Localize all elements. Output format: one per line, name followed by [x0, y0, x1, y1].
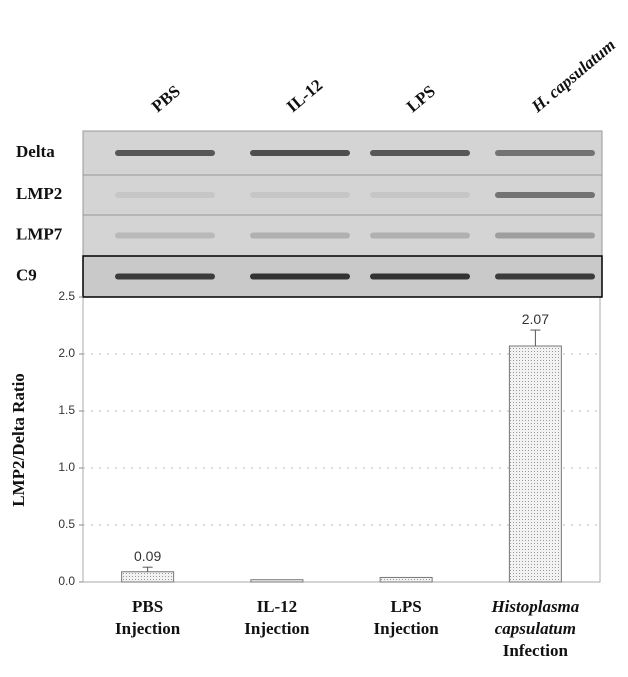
x-tick-label: Injection [115, 619, 181, 638]
x-tick-label: IL-12 [257, 597, 298, 616]
lane-label: H. capsulatum [527, 35, 619, 116]
x-tick-label: capsulatum [495, 619, 576, 638]
bar [121, 571, 175, 583]
blot-band [370, 150, 470, 156]
blot-band [115, 150, 215, 156]
x-tick-label: LPS [391, 597, 422, 616]
y-tick-label: 2.0 [58, 346, 75, 360]
blot-band [115, 273, 215, 280]
bar [508, 345, 562, 583]
x-tick-label: Infection [503, 641, 569, 660]
blot-band [250, 273, 350, 280]
bar [250, 579, 304, 583]
x-tick-label: Injection [244, 619, 310, 638]
blot-band [370, 192, 470, 198]
lane-label: PBS [148, 81, 184, 116]
blot-band [250, 232, 350, 239]
x-tick-label: Injection [374, 619, 440, 638]
blot-band [495, 150, 595, 156]
blot-band [495, 273, 595, 280]
lane-label: IL-12 [283, 75, 326, 116]
blot-row-label: C9 [16, 265, 37, 284]
blot-band [370, 232, 470, 239]
x-tick-label: PBS [132, 597, 163, 616]
blot-band [115, 232, 215, 239]
bar [379, 576, 433, 583]
y-tick-label: 2.5 [58, 289, 75, 303]
blot-band [115, 192, 215, 198]
blot-band [250, 192, 350, 198]
blot-band [495, 232, 595, 239]
y-tick-label: 1.5 [58, 403, 75, 417]
value-label: 2.07 [522, 311, 549, 327]
blot-row-label: LMP2 [16, 184, 62, 203]
blot-strip [82, 214, 603, 257]
y-tick-label: 0.0 [58, 574, 75, 588]
x-tick-label: Histoplasma [490, 597, 579, 616]
blot-row-label: LMP7 [16, 224, 63, 243]
y-axis-label: LMP2/Delta Ratio [9, 373, 28, 507]
value-label: 0.09 [134, 548, 161, 564]
blot-row-label: Delta [16, 142, 55, 161]
blot-band [250, 150, 350, 156]
blot-band [495, 192, 595, 198]
y-tick-label: 1.0 [58, 460, 75, 474]
y-tick-label: 0.5 [58, 517, 75, 531]
lane-label: LPS [403, 81, 439, 116]
blot-band [370, 273, 470, 280]
